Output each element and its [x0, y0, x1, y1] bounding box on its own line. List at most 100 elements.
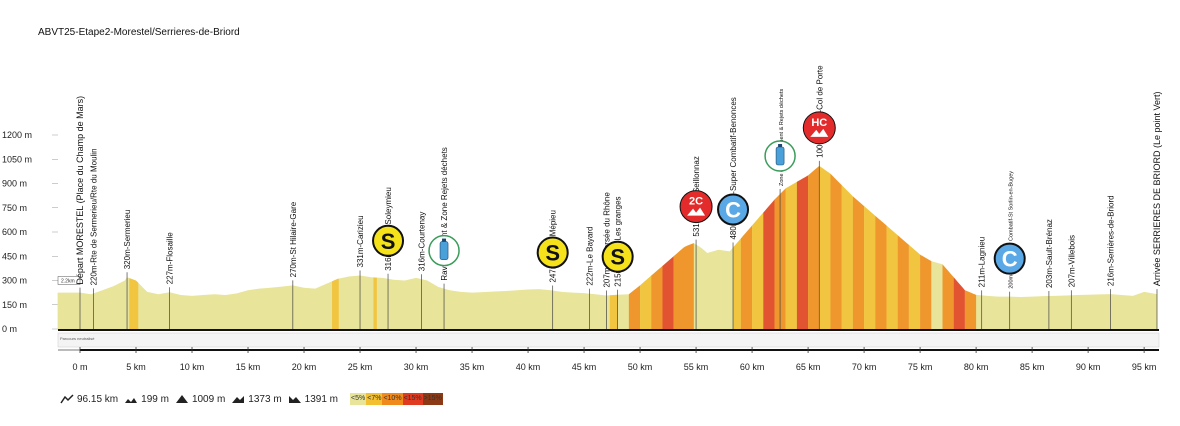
marker-label: 331m-Carizieu: [356, 215, 365, 267]
stat-min-alt: 199 m: [124, 394, 169, 405]
gradient-segment: [628, 285, 641, 329]
bottle-icon: [439, 241, 449, 260]
sprint-letter: S: [610, 245, 625, 270]
gradient-segment: [920, 254, 932, 329]
gradient-segment: [332, 278, 339, 329]
gradient-segment: [886, 225, 898, 329]
gradient-segment: [908, 244, 921, 329]
y-tick-label: 0 m: [2, 324, 17, 334]
marker-label: 222m-Le Bayard: [586, 227, 595, 286]
stat-distance-value: 96.15 km: [77, 393, 119, 405]
y-tick-label: 300 m: [2, 276, 27, 286]
bottle-cap-icon: [442, 238, 447, 242]
x-tick-label: 65 km: [796, 362, 821, 372]
gradient-segment: [673, 243, 694, 329]
y-tick-label: 750 m: [2, 203, 27, 213]
gradient-legend: <5% <7% <10% <15% >15%: [350, 393, 443, 405]
marker-label: 200m-Sprint Super Combatif-St Sorlin-en-…: [1009, 171, 1015, 289]
gradient-segment: [651, 265, 663, 329]
x-tick-label: 60 km: [740, 362, 765, 372]
x-tick-label: 85 km: [1020, 362, 1045, 372]
start-box: [57, 276, 81, 285]
sprint-badge: [536, 236, 569, 269]
gradient-segment: [785, 181, 797, 329]
neutral-band: [57, 332, 1160, 348]
gpm-category: 2C: [689, 196, 703, 208]
gradient-segment: [740, 225, 753, 329]
gradient-segment: [864, 206, 876, 329]
y-tick-label: 900 m: [2, 179, 27, 189]
combatif-letter: C: [1002, 247, 1018, 272]
gradient-segment: [662, 256, 674, 329]
legend-item: <10%: [382, 393, 403, 405]
gradient-segment: [819, 165, 831, 329]
gradient-segment: [964, 290, 977, 329]
stat-climb: 1373 m: [231, 393, 282, 405]
x-tick-label: 35 km: [460, 362, 485, 372]
stat-descent-value: 1391 m: [304, 393, 339, 405]
x-tick-label: 45 km: [572, 362, 597, 372]
gradient-segment: [796, 175, 809, 329]
x-tick-label: 55 km: [684, 362, 709, 372]
x-tick-label: 0 m: [72, 362, 87, 372]
sprint-letter: S: [545, 241, 560, 266]
x-tick-label: 50 km: [628, 362, 653, 372]
descent-icon: [288, 396, 301, 403]
x-tick-label: 70 km: [852, 362, 877, 372]
legend-item: >15%: [422, 393, 443, 405]
marker-label: 480m- Sprint-Super Combatif-Benonces: [729, 97, 738, 239]
x-tick-label: 80 km: [964, 362, 989, 372]
marker-label: 216m-Serrières-de-Briord: [1107, 195, 1116, 286]
stat-climb-value: 1373 m: [248, 393, 282, 405]
marker-label: Zone de ravitaillement & Rejets déchets: [779, 89, 785, 186]
mountain-icon: [810, 128, 829, 137]
neutral-label: Parcours neutralisé: [60, 336, 95, 341]
marker-label: 211m-Lagnieu: [978, 237, 987, 288]
marker-label: Départ MORESTEL (Place du Champ de Mars): [75, 96, 85, 285]
gradient-segment: [808, 165, 820, 329]
marker-label: 220m-Rte de Sermerieu/Rte du Moulin: [89, 148, 98, 285]
bottle-icon: [775, 146, 785, 166]
min-altitude-icon: [125, 398, 138, 403]
marker-label: 207m-Villebois: [1067, 235, 1076, 287]
x-tick-label: 25 km: [348, 362, 373, 372]
y-tick-label: 1050 m: [2, 154, 32, 164]
marker-label: 270m-St Hilaire-Gare: [289, 201, 298, 277]
gradient-segment: [763, 199, 775, 329]
gradient-segment: [129, 278, 139, 329]
gradient-segment: [640, 275, 652, 329]
stat-min-alt-value: 199 m: [141, 393, 169, 405]
climb-icon: [232, 396, 245, 403]
gradient-segment: [752, 212, 764, 329]
marker-label: 203m-Sault-Brénaz: [1045, 219, 1054, 288]
gradient-segment: [609, 294, 618, 329]
x-tick-label: 75 km: [908, 362, 933, 372]
legend-item: <5%: [350, 393, 367, 405]
gradient-segment: [875, 215, 887, 329]
y-tick-label: 600 m: [2, 227, 27, 237]
gradient-segment: [942, 264, 954, 329]
distance-icon: [60, 394, 74, 404]
gradient-segment: [852, 196, 865, 329]
x-tick-label: 30 km: [404, 362, 429, 372]
x-tick-label: 40 km: [516, 362, 541, 372]
marker-label: 207m-Traversée du Rhône: [602, 192, 611, 288]
sprint-badge: [372, 224, 405, 257]
x-tick-label: 15 km: [236, 362, 261, 372]
mountain-icon: [687, 207, 706, 216]
x-tick-label: 95 km: [1132, 362, 1157, 372]
gradient-segment: [373, 277, 377, 329]
gradient-segment: [733, 238, 741, 329]
chart-title: ABVT25-Etape2-Morestel/Serrieres-de-Brio…: [38, 27, 240, 38]
marker-label: Arrivée SERRIERES DE BRIORD (Le point Ve…: [1152, 92, 1162, 287]
x-tick-label: 10 km: [180, 362, 205, 372]
stat-max-alt: 1009 m: [175, 394, 225, 405]
x-tick-label: 90 km: [1076, 362, 1101, 372]
stat-max-alt-value: 1009 m: [191, 393, 226, 405]
marker-label: 227m-Flosaille: [166, 232, 175, 285]
gradient-segment: [953, 277, 965, 329]
legend-item: <7%: [366, 393, 383, 405]
combatif-letter: C: [725, 198, 741, 223]
